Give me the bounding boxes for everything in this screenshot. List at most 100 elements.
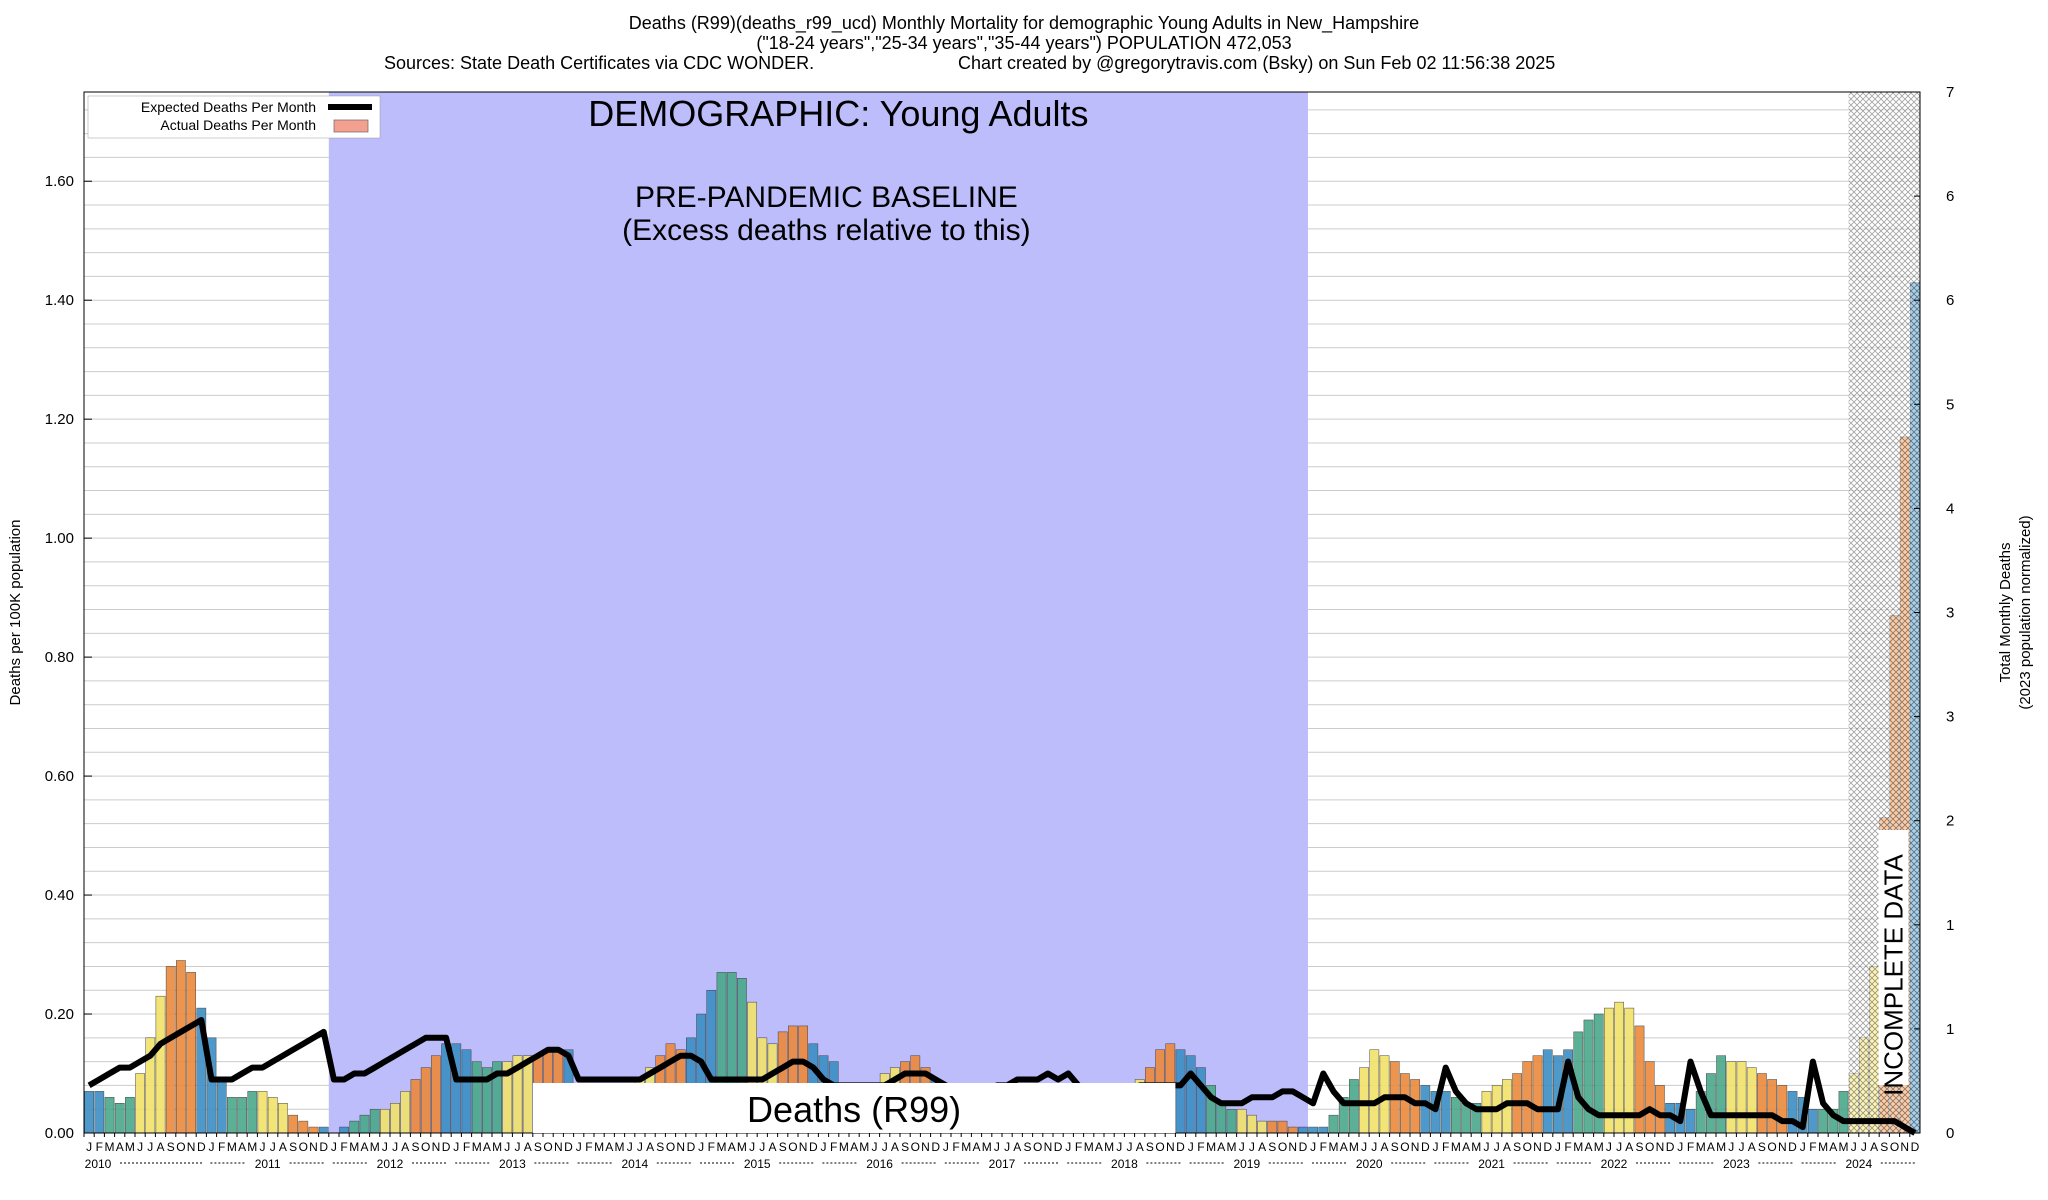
bar [420, 1067, 431, 1134]
bar [155, 995, 166, 1134]
month-label: J [1188, 1140, 1194, 1154]
month-label: N [309, 1140, 318, 1154]
bar [1277, 1120, 1288, 1134]
month-label: J [994, 1140, 1000, 1154]
month-label: F [585, 1140, 592, 1154]
month-label: A [1340, 1140, 1348, 1154]
month-label: A [1625, 1140, 1633, 1154]
month-label: J [392, 1140, 398, 1154]
year-label: 2019 [1233, 1157, 1260, 1171]
bar [267, 1097, 278, 1134]
month-label: J [209, 1140, 215, 1154]
source-note: Sources: State Death Certificates via CD… [384, 53, 815, 73]
month-label: M [1573, 1140, 1583, 1154]
y2-axis-title: Total Monthly Deaths [1997, 542, 2014, 682]
y2-tick-label: 7 [1946, 84, 1954, 101]
y-tick-label: 0.20 [45, 1006, 74, 1023]
bar [257, 1091, 268, 1134]
month-label: O [299, 1140, 308, 1154]
month-label: A [279, 1140, 287, 1154]
month-label: M [839, 1140, 849, 1154]
month-label: J [1677, 1140, 1683, 1154]
month-label: A [1503, 1140, 1511, 1154]
month-label: M [1451, 1140, 1461, 1154]
month-label: O [666, 1140, 675, 1154]
bar [135, 1073, 145, 1134]
month-label: M [1349, 1140, 1359, 1154]
bar [186, 972, 196, 1134]
month-label: N [1533, 1140, 1542, 1154]
month-label: J [1239, 1140, 1245, 1154]
month-label: J [872, 1140, 878, 1154]
month-label: J [382, 1140, 388, 1154]
month-label: D [319, 1140, 328, 1154]
month-label: S [779, 1140, 787, 1154]
y2-tick-label: 1 [1946, 917, 1954, 934]
month-label: N [1778, 1140, 1787, 1154]
bar [1532, 1055, 1543, 1134]
bar [1726, 1061, 1737, 1134]
bar [1400, 1073, 1410, 1134]
bar [471, 1061, 482, 1134]
month-label: N [1656, 1140, 1665, 1154]
month-label: J [1494, 1140, 1500, 1154]
month-label: A [1748, 1140, 1756, 1154]
month-label: J [1065, 1140, 1071, 1154]
month-label: N [1288, 1140, 1297, 1154]
month-label: A [646, 1140, 654, 1154]
year-label: 2017 [989, 1157, 1016, 1171]
month-label: O [1155, 1140, 1164, 1154]
month-label: O [1890, 1140, 1899, 1154]
month-label: N [1044, 1140, 1053, 1154]
bar [1267, 1120, 1278, 1134]
y-tick-label: 1.40 [45, 292, 74, 309]
bar [216, 1079, 227, 1134]
month-label: M [737, 1140, 747, 1154]
month-label: A [1829, 1140, 1837, 1154]
month-label: M [105, 1140, 115, 1154]
y2-tick-label: 6 [1946, 292, 1954, 309]
bar [1746, 1067, 1757, 1134]
month-label: J [749, 1140, 755, 1154]
y-tick-label: 0.40 [45, 887, 74, 904]
y-tick-label: 0.80 [45, 649, 74, 666]
month-label: D [1788, 1140, 1797, 1154]
month-label: O [788, 1140, 797, 1154]
month-label: S [1268, 1140, 1276, 1154]
month-label: D [1543, 1140, 1552, 1154]
month-label: J [1851, 1140, 1857, 1154]
month-label: J [1800, 1140, 1806, 1154]
month-label: O [1278, 1140, 1287, 1154]
month-label: M [859, 1140, 869, 1154]
month-label: D [197, 1140, 206, 1154]
month-label: J [1433, 1140, 1439, 1154]
bar [247, 1091, 258, 1134]
month-label: J [147, 1140, 153, 1154]
month-label: J [1249, 1140, 1255, 1154]
month-label: J [1861, 1140, 1867, 1154]
month-label: J [270, 1140, 276, 1154]
year-label: 2020 [1356, 1157, 1383, 1171]
y-axis-title: Deaths per 100K population [7, 520, 24, 706]
month-label: M [1206, 1140, 1216, 1154]
year-label: 2015 [744, 1157, 771, 1171]
month-label: S [656, 1140, 664, 1154]
month-label: J [86, 1140, 92, 1154]
bar [1236, 1108, 1247, 1134]
month-label: O [911, 1140, 920, 1154]
month-label: D [1299, 1140, 1308, 1154]
month-label: J [1361, 1140, 1367, 1154]
bar [318, 1126, 329, 1134]
bar [1359, 1067, 1369, 1134]
month-label: N [432, 1140, 441, 1154]
bar [349, 1120, 360, 1134]
year-label: 2013 [499, 1157, 526, 1171]
y-tick-label: 0.60 [45, 768, 74, 785]
month-label: M [472, 1140, 482, 1154]
bar [176, 960, 186, 1134]
axes: 0.00 0.20 0.40 0.60 0.80 1.00 1.20 1.40 1.60 0 1 1 2… [7, 84, 2034, 1171]
month-label: D [809, 1140, 818, 1154]
month-label: J [1484, 1140, 1490, 1154]
month-label: J [1555, 1140, 1561, 1154]
bar [1226, 1108, 1237, 1134]
